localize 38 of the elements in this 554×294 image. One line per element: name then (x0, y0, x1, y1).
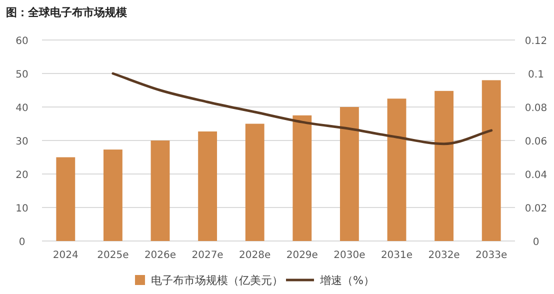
bar (150, 140, 170, 241)
line-series (112, 72, 493, 146)
bar (198, 131, 218, 241)
bar (103, 150, 122, 241)
y-tick-label: 0 (18, 237, 26, 248)
x-tick-label: 2030e (334, 250, 366, 261)
x-tick-label: 2026e (144, 250, 176, 261)
y-tick-label: 30 (16, 136, 28, 148)
y-tick-label: 50 (16, 70, 28, 80)
y2-tick-label: 0.06 (524, 136, 548, 148)
y2-tick-label: 0.08 (524, 103, 548, 114)
x-tick-label: 2033e (476, 250, 508, 261)
chart-title: 图：全球电子布市场规模 (6, 6, 128, 19)
bar (340, 107, 359, 241)
x-tick-label: 2032e (428, 250, 460, 261)
x-tick-label: 2027e (192, 250, 224, 261)
y-tick-label: 40 (16, 103, 28, 114)
bar (292, 115, 312, 241)
x-tick-label: 2025e (97, 250, 129, 261)
bar (387, 98, 406, 241)
bar (245, 124, 264, 241)
y-tick-label: 60 (16, 36, 28, 47)
x-tick-label: 2029e (286, 250, 318, 261)
y-tick-label: 10 (16, 204, 28, 214)
y2-tick-label: 0.1 (528, 70, 544, 80)
legend-label: 增速（%） (319, 274, 374, 287)
bar (434, 90, 454, 241)
bar (56, 157, 76, 241)
y2-tick-label: 0.12 (524, 36, 548, 47)
legend-label: 电子布市场规模（亿美元） (151, 274, 283, 287)
x-tick-label: 2028e (239, 250, 271, 261)
y2-tick-label: 0.04 (524, 170, 548, 181)
x-tick-label: 2031e (380, 250, 413, 261)
y2-tick-label: 0.02 (524, 204, 548, 214)
y2-tick-label: 0 (532, 237, 540, 248)
x-tick-label: 2024 (52, 250, 78, 261)
y-tick-label: 20 (16, 170, 28, 181)
bar (482, 80, 501, 241)
